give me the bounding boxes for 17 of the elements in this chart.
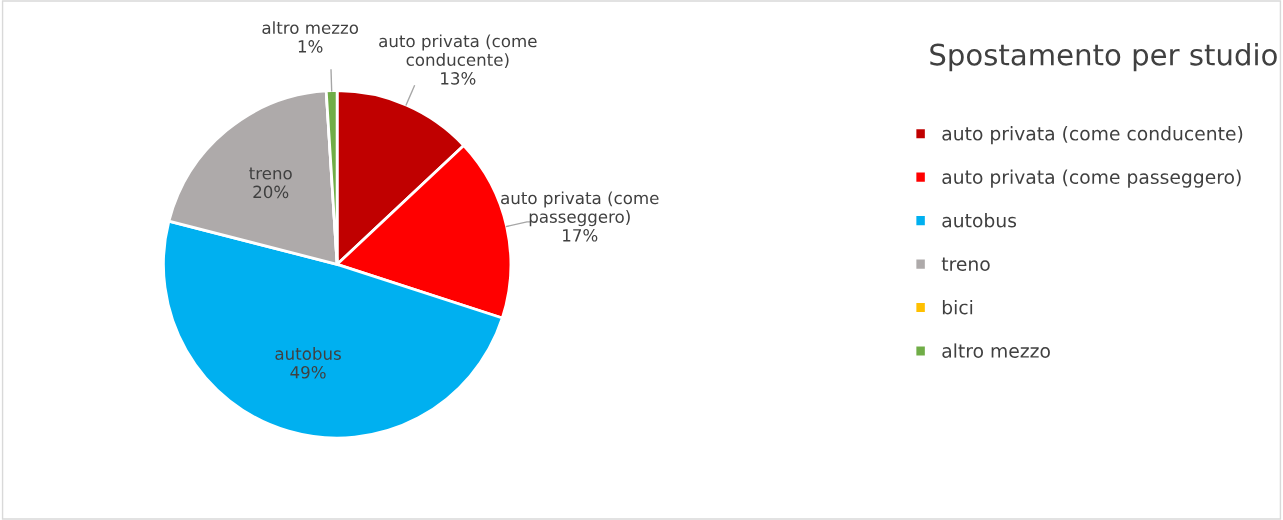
data-label: 1% — [298, 40, 323, 53]
legend-label: treno — [941, 257, 990, 271]
legend-label: altro mezzo — [942, 343, 1050, 358]
slice-label: altro mezzo — [262, 21, 359, 35]
legend-label: bici — [942, 299, 973, 315]
data-label: 20% — [253, 185, 289, 199]
data-label: 17% — [563, 229, 598, 242]
legend-label: autobus — [942, 212, 1017, 228]
data-label: 49% — [290, 365, 326, 379]
slice-label: auto privata (come conducente) — [379, 34, 537, 68]
slice-label: autobus — [275, 347, 341, 360]
text: Spostamento per studio — [930, 43, 1277, 72]
data-label: 13% — [441, 72, 476, 85]
legend-label: auto privata (come passeggero) — [942, 169, 1241, 188]
slice-label: treno — [249, 167, 292, 180]
slice-label: auto privata (come passeggero) — [501, 191, 659, 227]
legend-label: auto privata (come conducente) — [942, 126, 1243, 145]
